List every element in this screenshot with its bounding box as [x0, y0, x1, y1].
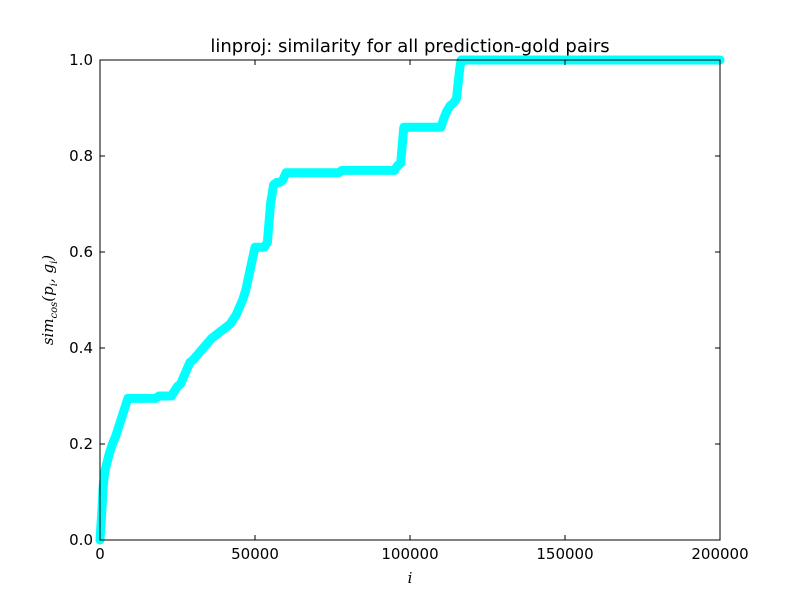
y-axis-label-close: )	[39, 255, 57, 262]
y-axis-label-args: (p	[39, 286, 57, 302]
y-axis-label-base: sim	[39, 318, 57, 345]
x-tick-label: 150000	[536, 545, 593, 563]
y-axis-label-arg1-sub: i	[49, 283, 60, 286]
y-tick-label: 0.6	[69, 243, 93, 261]
y-axis-label-sub: cos	[49, 302, 60, 319]
y-tick-label: 0.2	[69, 435, 93, 453]
y-tick-label: 0.4	[69, 339, 93, 357]
x-tick-label: 200000	[691, 545, 748, 563]
y-tick-label: 0.0	[69, 531, 93, 549]
plot-frame	[99, 59, 721, 541]
x-tick-label: 50000	[231, 545, 279, 563]
series-line-0	[95, 55, 725, 545]
y-axis-label-arg2-sub: i	[49, 261, 60, 264]
y-tick-label: 0.8	[69, 147, 93, 165]
series-layer	[95, 55, 725, 545]
y-axis-label: simcos(pi, gi)	[39, 255, 60, 346]
x-tick-label: 100000	[381, 545, 438, 563]
y-axis-label-mid: , g	[39, 264, 57, 283]
x-tick-label: 0	[95, 545, 105, 563]
x-axis-label: i	[408, 569, 413, 587]
chart-title: linproj: similarity for all prediction-g…	[210, 36, 609, 57]
ticks-layer: 0 50000 100000 150000 200000 0.0 0.2 0.4 0.6 0.8 1…	[69, 51, 748, 563]
y-tick-label: 1.0	[69, 51, 93, 69]
